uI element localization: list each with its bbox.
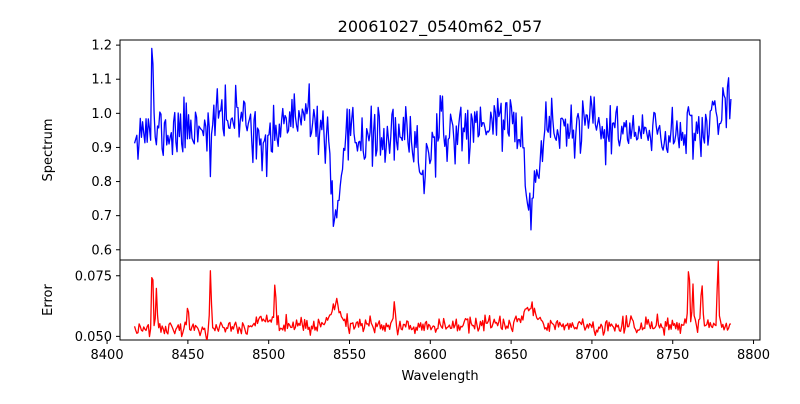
error-panel: 0.050 0.075 Error bbox=[41, 259, 761, 345]
spectrum-lines bbox=[133, 47, 732, 231]
spectrum-series-line-0 bbox=[133, 47, 732, 231]
error-lines bbox=[133, 260, 732, 340]
spectrum-y-tick-label: 1.1 bbox=[91, 73, 112, 88]
spectrum-y-tick-label: 1.0 bbox=[91, 107, 112, 122]
x-tick-label: 8650 bbox=[495, 348, 528, 363]
error-series-line-0 bbox=[133, 260, 732, 340]
spectrum-y-tick-label: 0.9 bbox=[91, 141, 112, 156]
x-tick-label: 8400 bbox=[91, 348, 124, 363]
spectrum-y-tick-label: 0.7 bbox=[91, 209, 112, 224]
spectrum-y-tick-label: 0.8 bbox=[91, 175, 112, 190]
x-tick-label: 8700 bbox=[575, 348, 608, 363]
spectrum-y-tick-label: 1.2 bbox=[91, 39, 112, 54]
spectrum-y-ticks: 0.6 0.7 0.8 0.9 1.0 1.1 1.2 bbox=[91, 39, 120, 258]
error-y-axis-label: Error bbox=[41, 284, 56, 316]
x-tick-label: 8750 bbox=[656, 348, 689, 363]
error-y-ticks: 0.050 0.075 bbox=[75, 269, 120, 345]
spectrum-panel: 0.6 0.7 0.8 0.9 1.0 1.1 1.2 Spectrum bbox=[41, 39, 761, 261]
spectrum-y-axis-label: Spectrum bbox=[41, 119, 56, 182]
spectrum-y-tick-label: 0.6 bbox=[91, 243, 112, 258]
x-tick-label: 8450 bbox=[171, 348, 204, 363]
x-axis-ticks: 8400 8450 8500 8550 8600 8650 8700 8750 8800 bbox=[91, 340, 770, 363]
x-tick-label: 8600 bbox=[414, 348, 447, 363]
x-tick-label: 8550 bbox=[333, 348, 366, 363]
x-tick-label: 8500 bbox=[252, 348, 285, 363]
error-y-tick-label: 0.075 bbox=[75, 269, 112, 284]
spectrum-plot-frame bbox=[119, 39, 761, 261]
error-y-tick-label: 0.050 bbox=[75, 330, 112, 345]
chart-title: 20061027_0540m62_057 bbox=[338, 17, 543, 37]
x-tick-label: 8800 bbox=[737, 348, 770, 363]
error-plot-frame bbox=[119, 259, 761, 341]
x-axis-label: Wavelength bbox=[401, 369, 478, 384]
